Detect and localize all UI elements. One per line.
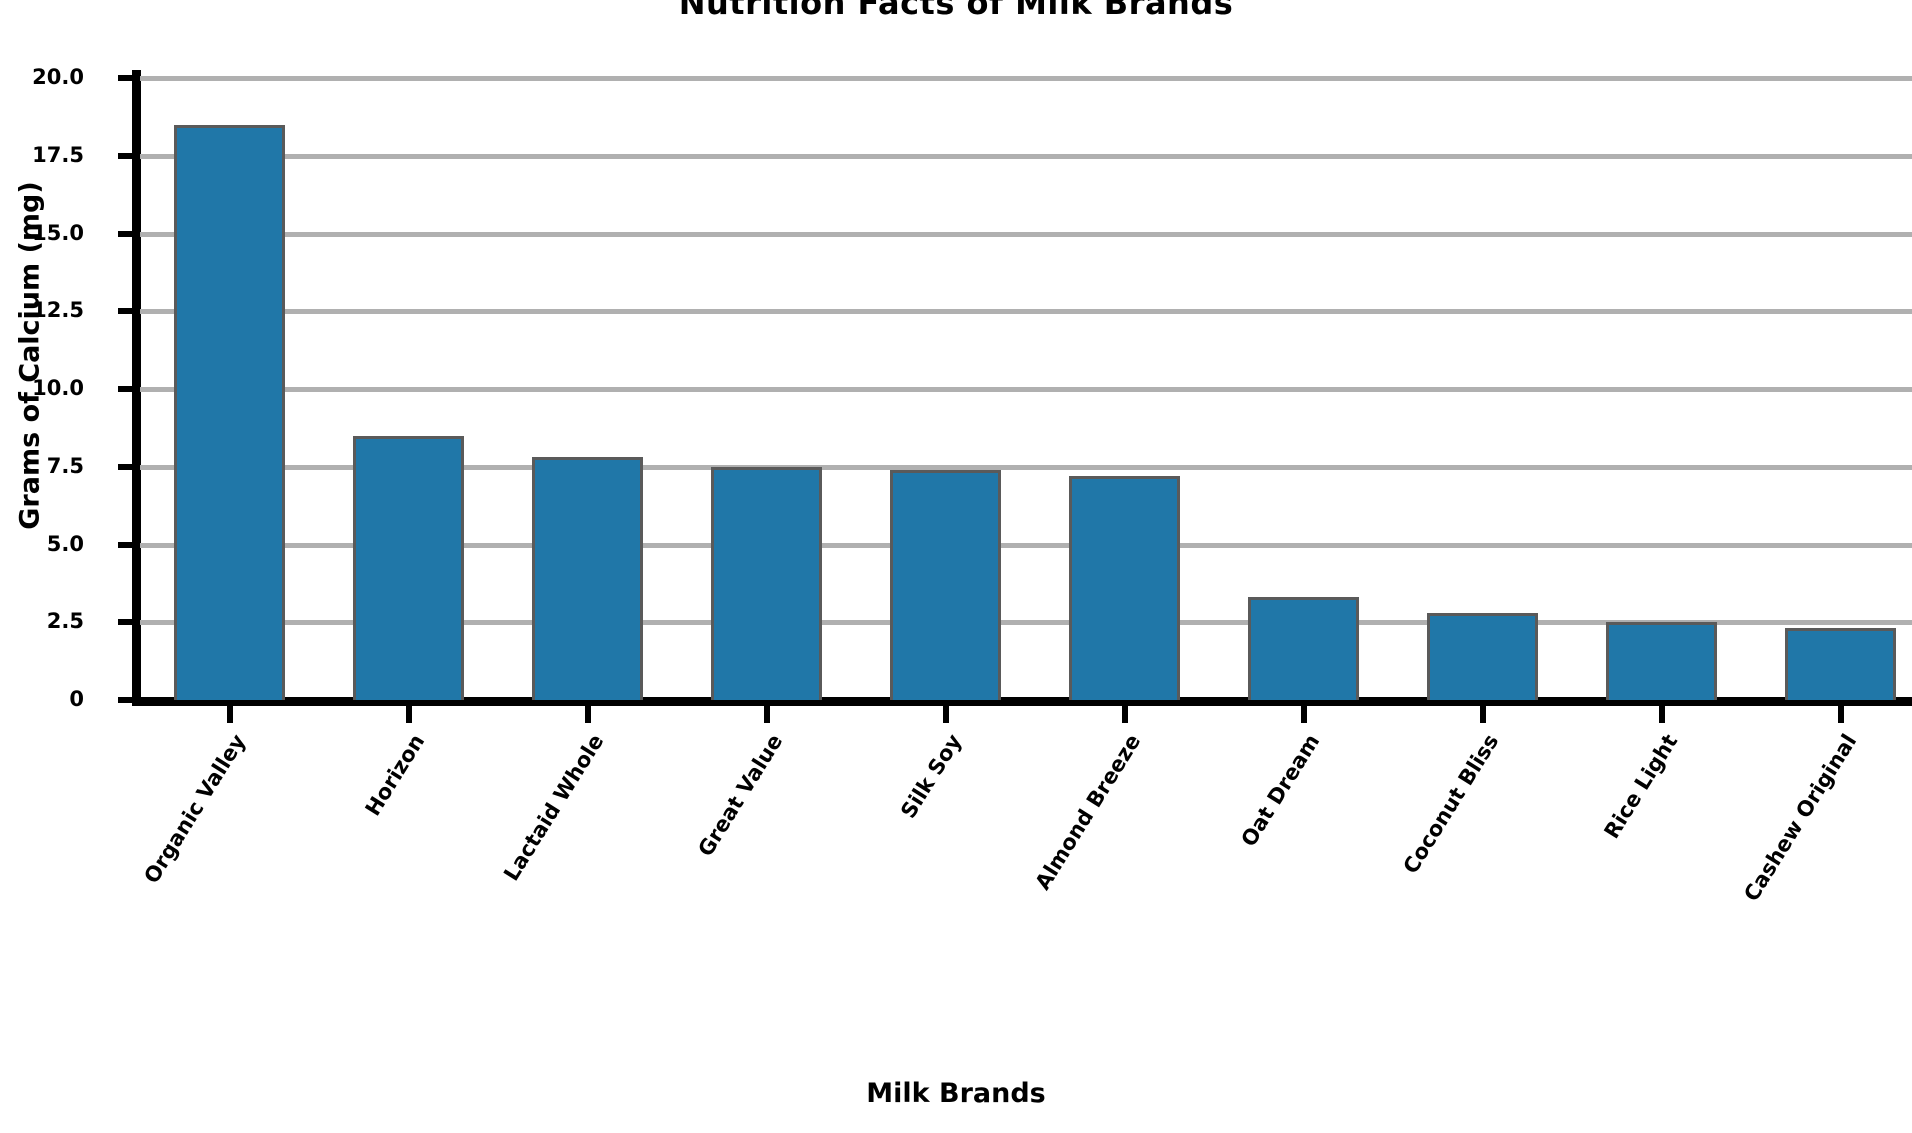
gridline: [140, 620, 1912, 626]
y-axis-spine: [132, 70, 141, 706]
y-tick-label: 5.0: [46, 531, 84, 556]
gridline: [140, 464, 1912, 470]
y-tick-mark: [118, 308, 134, 315]
x-tick-label: Cashew Original: [1629, 730, 1861, 1082]
y-tick-label: 7.5: [46, 453, 84, 478]
x-tick-label: Great Value: [555, 730, 787, 1082]
x-tick-label-text: Horizon: [360, 730, 429, 821]
y-tick-mark: [118, 619, 134, 626]
x-tick-mark: [584, 706, 591, 723]
x-tick-mark: [942, 706, 949, 723]
y-tick-label: 15.0: [32, 220, 84, 245]
x-tick-label-text: Coconut Bliss: [1398, 730, 1503, 878]
x-tick-mark: [226, 706, 233, 723]
bar: [1069, 476, 1180, 700]
x-tick-label: Silk Soy: [734, 730, 966, 1082]
y-tick-mark: [118, 541, 134, 548]
y-tick-mark: [118, 697, 134, 703]
gridline: [140, 153, 1912, 159]
plot-area: [140, 76, 1912, 700]
x-tick-label-text: Great Value: [692, 730, 787, 861]
bar: [1785, 628, 1896, 700]
y-tick-label: 10.0: [32, 376, 84, 400]
bar: [353, 435, 464, 700]
x-tick-label: Oat Dream: [1092, 730, 1324, 1082]
x-tick-mark: [1658, 706, 1665, 723]
x-tick-label-text: Oat Dream: [1235, 730, 1324, 851]
gridline: [140, 76, 1912, 81]
x-tick-label-text: Almond Breeze: [1029, 730, 1145, 894]
x-tick-mark: [1479, 706, 1486, 723]
bar: [174, 124, 285, 700]
x-tick-label: Coconut Bliss: [1271, 730, 1503, 1082]
y-tick-mark: [118, 463, 134, 470]
x-tick-label: Almond Breeze: [913, 730, 1145, 1082]
y-tick-label: 17.5: [32, 142, 84, 167]
x-tick-label-text: Cashew Original: [1738, 730, 1861, 906]
x-tick-mark: [405, 706, 412, 723]
y-axis-title: Grams of Calcium (mg): [14, 181, 46, 530]
y-tick-label: 20.0: [32, 65, 84, 89]
x-axis-title: Milk Brands: [866, 1078, 1046, 1109]
gridlines: [140, 76, 1912, 700]
x-tick-label: Lactaid Whole: [376, 730, 608, 1082]
gridline: [140, 309, 1912, 315]
x-tick-label: Horizon: [197, 730, 429, 1082]
bar: [711, 466, 822, 700]
y-tick-mark: [118, 152, 134, 159]
bar: [532, 457, 643, 700]
y-tick-mark: [118, 75, 134, 81]
gridline: [140, 542, 1912, 548]
y-tick-mark: [118, 230, 134, 237]
bar: [1606, 622, 1717, 700]
bar: [890, 469, 1001, 700]
x-tick-mark: [1837, 706, 1844, 723]
x-tick-mark: [1300, 706, 1307, 723]
y-tick-label: 12.5: [32, 298, 84, 323]
bar-series: [140, 78, 1912, 700]
x-tick-label: Rice Light: [1450, 730, 1682, 1082]
bar: [1427, 612, 1538, 700]
x-tick-mark: [763, 706, 770, 723]
bar: [1248, 597, 1359, 700]
x-tick-mark: [1121, 706, 1128, 723]
gridline: [140, 231, 1912, 237]
x-tick-label: Organic Valley: [18, 730, 250, 1082]
x-axis-spine: [132, 697, 1912, 706]
y-tick-label: 2.5: [46, 609, 84, 634]
x-tick-label-text: Silk Soy: [895, 730, 966, 823]
y-tick-label: 0: [69, 687, 84, 711]
chart-title: Nutrition Facts of Milk Brands: [678, 0, 1234, 22]
gridline: [140, 387, 1912, 392]
x-tick-label-text: Organic Valley: [138, 730, 250, 888]
x-tick-label-text: Lactaid Whole: [498, 730, 608, 885]
x-tick-label-text: Rice Light: [1598, 730, 1682, 843]
y-tick-mark: [118, 386, 134, 392]
